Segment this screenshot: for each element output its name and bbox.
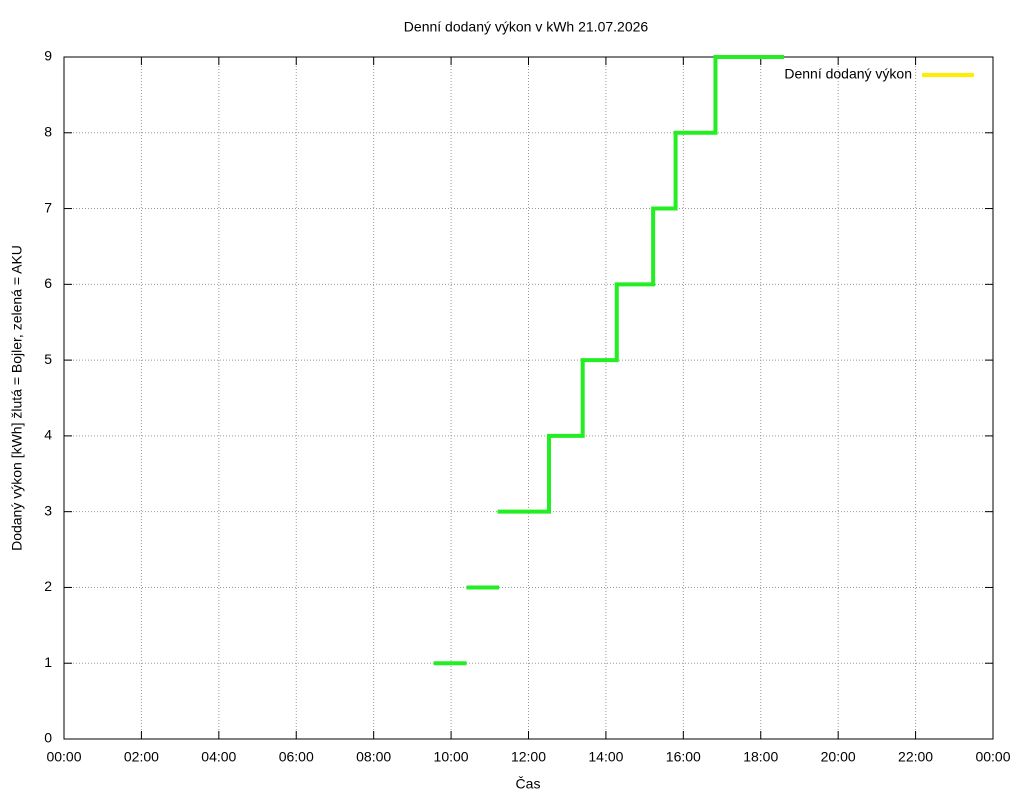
y-tick-label: 1	[44, 654, 52, 670]
plot-border	[63, 56, 994, 740]
x-tick-label: 16:00	[666, 749, 701, 765]
x-tick-label: 18:00	[743, 749, 778, 765]
y-tick-label: 9	[44, 48, 52, 64]
x-tick-label: 02:00	[124, 749, 159, 765]
x-tick-label: 00:00	[46, 749, 81, 765]
data-line	[433, 55, 784, 666]
x-tick-label: 12:00	[511, 749, 546, 765]
x-tick-label: 22:00	[898, 749, 933, 765]
y-tick-label: 7	[44, 199, 52, 215]
y-tick-label: 0	[44, 730, 52, 746]
x-tick-label: 06:00	[279, 749, 314, 765]
y-tick-label: 6	[44, 275, 52, 291]
y-tick-label: 4	[44, 427, 52, 443]
y-axis-label: Dodaný výkon [kWh] žlutá = Bojler, zelen…	[9, 245, 25, 551]
x-tick-label: 08:00	[356, 749, 391, 765]
x-tick-label: 14:00	[588, 749, 623, 765]
x-tick-label: 04:00	[201, 749, 236, 765]
x-tick-label: 20:00	[821, 749, 856, 765]
y-tick-label: 8	[44, 123, 52, 139]
x-tick-label: 10:00	[434, 749, 469, 765]
x-axis-label: Čas	[516, 776, 541, 792]
x-tick-label: 00:00	[975, 749, 1010, 765]
y-tick-label: 2	[44, 578, 52, 594]
legend-label: Denní dodaný výkon	[784, 66, 912, 82]
chart-title: Denní dodaný výkon v kWh 21.07.2026	[404, 19, 649, 35]
y-tick-label: 5	[44, 351, 52, 367]
y-tick-label: 3	[44, 502, 52, 518]
